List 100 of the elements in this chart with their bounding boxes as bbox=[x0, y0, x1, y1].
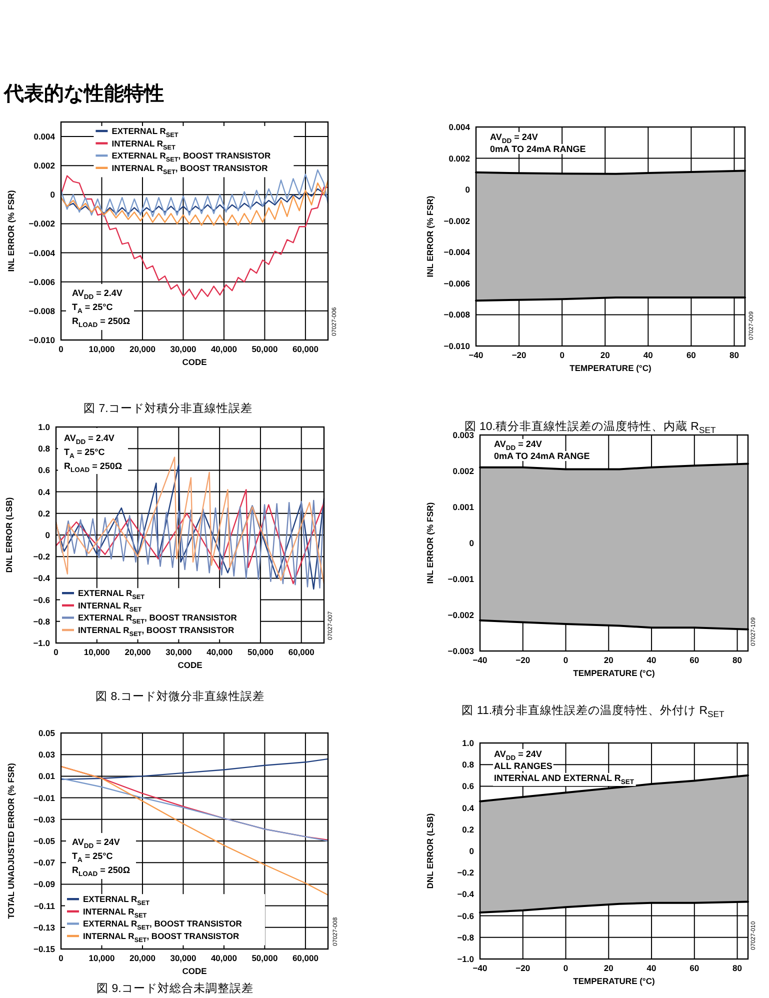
y-tick-label: −0.13 bbox=[33, 922, 56, 932]
y-tick-label: −0.01 bbox=[33, 792, 56, 803]
text: 図 7.コード対積分非直線性誤差 bbox=[84, 401, 252, 415]
x-tick-label: 30,000 bbox=[170, 344, 196, 354]
x-tick-label: 20 bbox=[604, 655, 614, 665]
y-tick-label: −0.07 bbox=[33, 858, 56, 868]
x-tick-label: 80 bbox=[732, 655, 742, 665]
annotation: AV$_{DD}$ = 24V bbox=[72, 837, 120, 850]
y-tick-label: −0.4 bbox=[33, 573, 50, 584]
y-tick-label: 1.0 bbox=[462, 738, 474, 748]
y-axis-title: TOTAL UNADJUSTED ERROR (% FSR) bbox=[6, 762, 16, 919]
x-tick-label: 60,000 bbox=[292, 344, 319, 354]
y-tick-label: 0.4 bbox=[462, 802, 474, 813]
legend-label: INTERNAL R$_{SET}$, BOOST TRANSISTOR bbox=[112, 162, 268, 176]
legend-label: EXTERNAL R$_{SET}$ bbox=[112, 126, 178, 139]
y-tick-label: −1.0 bbox=[457, 954, 474, 964]
x-tick-label: 50,000 bbox=[252, 344, 278, 354]
x-tick-label: 30,000 bbox=[170, 953, 196, 963]
x-tick-label: 60 bbox=[690, 655, 700, 665]
y-axis-title: INL ERROR (% FSR) bbox=[6, 190, 16, 272]
y-tick-label: −0.09 bbox=[33, 879, 56, 890]
y-axis-title: INL ERROR (% FSR) bbox=[425, 502, 435, 584]
legend-label: INTERNAL R$_{SET}$ bbox=[78, 600, 142, 614]
y-tick-label: −0.010 bbox=[28, 335, 56, 345]
annotation: AV$_{DD}$ = 24V bbox=[494, 439, 542, 452]
y-tick-label: 0.01 bbox=[38, 771, 56, 782]
y-tick-label: −0.002 bbox=[444, 216, 470, 226]
y-tick-label: 0.002 bbox=[448, 153, 470, 164]
line-series bbox=[60, 758, 329, 780]
y-tick-label: −0.8 bbox=[33, 616, 50, 626]
x-tick-label: 0 bbox=[563, 963, 568, 973]
x-tick-label: 80 bbox=[732, 963, 742, 973]
y-tick-label: 0 bbox=[469, 846, 474, 856]
x-axis-title: TEMPERATURE (°C) bbox=[570, 363, 652, 373]
y-tick-label: −0.008 bbox=[28, 306, 56, 316]
y-tick-label: −0.2 bbox=[457, 868, 474, 878]
annotation: ALL RANGES bbox=[494, 761, 552, 771]
x-tick-label: 10,000 bbox=[88, 953, 116, 963]
annotation: R$_{LOAD}$ = 250Ω bbox=[64, 461, 122, 474]
y-tick-label: 0.6 bbox=[38, 465, 50, 476]
x-axis-title: CODE bbox=[182, 357, 208, 367]
legend-label: INTERNAL R$_{SET}$, BOOST TRANSISTOR bbox=[83, 931, 240, 944]
x-tick-label: 0 bbox=[563, 655, 568, 665]
y-tick-label: −0.4 bbox=[457, 889, 474, 900]
x-tick-label: 10,000 bbox=[84, 647, 110, 657]
y-tick-label: −0.05 bbox=[33, 836, 56, 846]
x-tick-label: 40 bbox=[646, 963, 657, 973]
x-tick-label: 40,000 bbox=[206, 647, 233, 657]
x-tick-label: 50,000 bbox=[247, 647, 274, 657]
x-tick-label: 40,000 bbox=[210, 953, 238, 963]
annotation: R$_{LOAD}$ = 250Ω bbox=[72, 316, 130, 329]
legend-label: EXTERNAL R$_{SET}$, BOOST TRANSISTOR bbox=[112, 150, 271, 164]
y-tick-label: −0.008 bbox=[444, 310, 470, 320]
y-tick-label: −0.03 bbox=[33, 814, 56, 824]
y-axis-title: DNL ERROR (LSB) bbox=[4, 497, 14, 573]
annotation: 0mA TO 24mA RANGE bbox=[490, 144, 586, 154]
y-tick-label: 0.4 bbox=[38, 486, 50, 497]
x-tick-label: 30,000 bbox=[166, 647, 192, 657]
y-tick-label: −0.001 bbox=[448, 574, 474, 584]
y-tick-label: −0.003 bbox=[448, 646, 474, 656]
legend-label: EXTERNAL R$_{SET}$ bbox=[83, 894, 150, 908]
y-tick-label: −0.15 bbox=[33, 944, 56, 954]
annotation: AV$_{DD}$ = 2.4V bbox=[64, 433, 114, 446]
x-tick-label: 20,000 bbox=[129, 344, 156, 354]
annotation: R$_{LOAD}$ = 250Ω bbox=[72, 865, 130, 878]
y-tick-label: 0.004 bbox=[448, 122, 470, 132]
y-tick-label: 0 bbox=[469, 538, 474, 548]
y-tick-label: 0.03 bbox=[38, 750, 56, 760]
y-tick-label: 0.8 bbox=[38, 444, 50, 454]
line-series bbox=[60, 180, 329, 226]
y-axis-title: DNL ERROR (LSB) bbox=[425, 813, 435, 889]
y-tick-label: 0.8 bbox=[462, 760, 474, 770]
legend-label: EXTERNAL R$_{SET}$, BOOST TRANSISTOR bbox=[78, 612, 237, 626]
legend-label: INTERNAL R$_{SET}$ bbox=[83, 906, 147, 920]
y-tick-label: 0 bbox=[465, 184, 470, 195]
line-series bbox=[60, 766, 329, 896]
x-axis-title: CODE bbox=[178, 660, 203, 670]
x-tick-label: 20 bbox=[604, 963, 614, 973]
annotation: AV$_{DD}$ = 24V bbox=[490, 132, 538, 145]
text: 代表的な性能特性 bbox=[3, 82, 164, 105]
y-tick-label: −0.010 bbox=[444, 341, 470, 351]
annotation: 0mA TO 24mA RANGE bbox=[494, 451, 590, 461]
legend-label: INTERNAL R$_{SET}$, BOOST TRANSISTOR bbox=[78, 625, 234, 638]
annotation: INTERNAL AND EXTERNAL R$_{SET}$ bbox=[494, 773, 635, 786]
y-tick-label: −1.0 bbox=[33, 638, 50, 648]
y-tick-label: 0.002 bbox=[34, 160, 56, 171]
y-tick-label: −0.002 bbox=[28, 218, 56, 229]
y-tick-label: −0.2 bbox=[33, 552, 50, 562]
x-tick-label: 10,000 bbox=[88, 344, 116, 354]
y-tick-label: 0.6 bbox=[462, 781, 474, 792]
y-tick-label: 0 bbox=[45, 530, 50, 540]
y-tick-label: −0.002 bbox=[448, 610, 474, 620]
y-tick-label: −0.004 bbox=[28, 248, 56, 258]
annotation: T$_{A}$ = 25°C bbox=[72, 302, 114, 315]
x-tick-label: −20 bbox=[516, 655, 530, 665]
x-tick-label: 40 bbox=[646, 655, 657, 665]
annotation: T$_{A}$ = 25°C bbox=[72, 851, 114, 864]
x-axis-title: TEMPERATURE (°C) bbox=[573, 976, 655, 986]
y-axis-title: INL ERROR (% FSR) bbox=[425, 196, 435, 278]
x-tick-label: 60 bbox=[690, 963, 700, 973]
